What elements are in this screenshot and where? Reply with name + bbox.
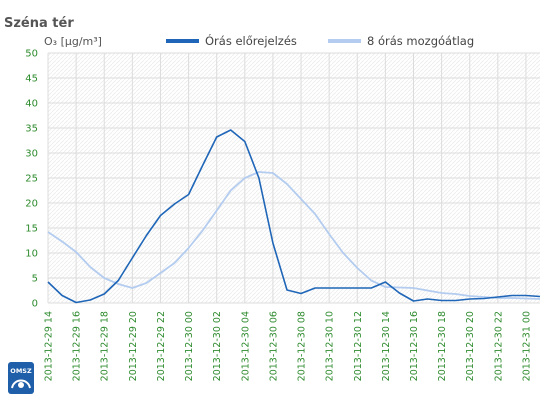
legend-label-moving-average: 8 órás mozgóátlag — [367, 34, 474, 48]
series-lines — [47, 129, 541, 304]
y-tick-label: 35 — [25, 124, 38, 135]
x-tick-label: 2013-12-30 14 — [381, 311, 392, 381]
omsz-logo-text: OMSZ — [10, 367, 32, 375]
x-tick-label: 2013-12-30 20 — [465, 311, 476, 381]
x-tick-label: 2013-12-29 20 — [128, 311, 139, 381]
x-tick-label: 2013-12-30 04 — [240, 311, 251, 381]
legend-label-hourly-forecast: Órás előrejelzés — [205, 33, 297, 48]
y-tick-label: 20 — [25, 199, 38, 210]
y-tick-label: 0 — [32, 299, 38, 310]
x-tick-label: 2013-12-30 22 — [493, 311, 504, 381]
gridlines — [47, 52, 540, 304]
x-tick-label: 2013-12-29 18 — [100, 311, 111, 381]
series-line-moving-average — [47, 171, 541, 300]
x-tick-label: 2013-12-31 00 — [521, 311, 532, 381]
x-tick-label: 2013-12-29 14 — [44, 311, 55, 381]
x-axis-ticks: 2013-12-29 14 2013-12-29 16 2013-12-29 18 2… — [44, 311, 533, 381]
y-tick-label: 10 — [25, 249, 38, 260]
x-tick-label: 2013-12-30 02 — [212, 311, 223, 381]
y-tick-label: 15 — [25, 224, 38, 235]
x-tick-label: 2013-12-30 06 — [268, 311, 279, 381]
x-tick-label: 2013-12-30 00 — [184, 311, 195, 381]
x-tick-label: 2013-12-30 10 — [325, 311, 336, 381]
x-tick-label: 2013-12-30 16 — [409, 311, 420, 381]
y-tick-label: 50 — [25, 49, 38, 60]
y-axis-label: O₃ [µg/m³] — [44, 35, 102, 48]
x-tick-label: 2013-12-30 18 — [437, 311, 448, 381]
chart-title: Széna tér — [4, 16, 74, 31]
omsz-logo: OMSZ — [8, 362, 34, 394]
y-tick-label: 45 — [25, 74, 38, 85]
x-tick-label: 2013-12-30 08 — [297, 311, 308, 381]
legend: Órás előrejelzés 8 órás mozgóátlag — [166, 33, 474, 48]
x-tick-label: 2013-12-29 22 — [156, 311, 167, 381]
y-axis-ticks: 0 5 10 15 20 25 30 35 40 45 50 — [25, 49, 38, 310]
series-line-hourly-forecast — [47, 129, 541, 304]
x-tick-label: 2013-12-29 16 — [72, 311, 83, 381]
x-tick-label: 2013-12-30 12 — [353, 311, 364, 381]
y-tick-label: 5 — [32, 274, 38, 285]
y-tick-label: 30 — [25, 149, 38, 160]
y-tick-label: 25 — [25, 174, 38, 185]
y-tick-label: 40 — [25, 99, 38, 110]
